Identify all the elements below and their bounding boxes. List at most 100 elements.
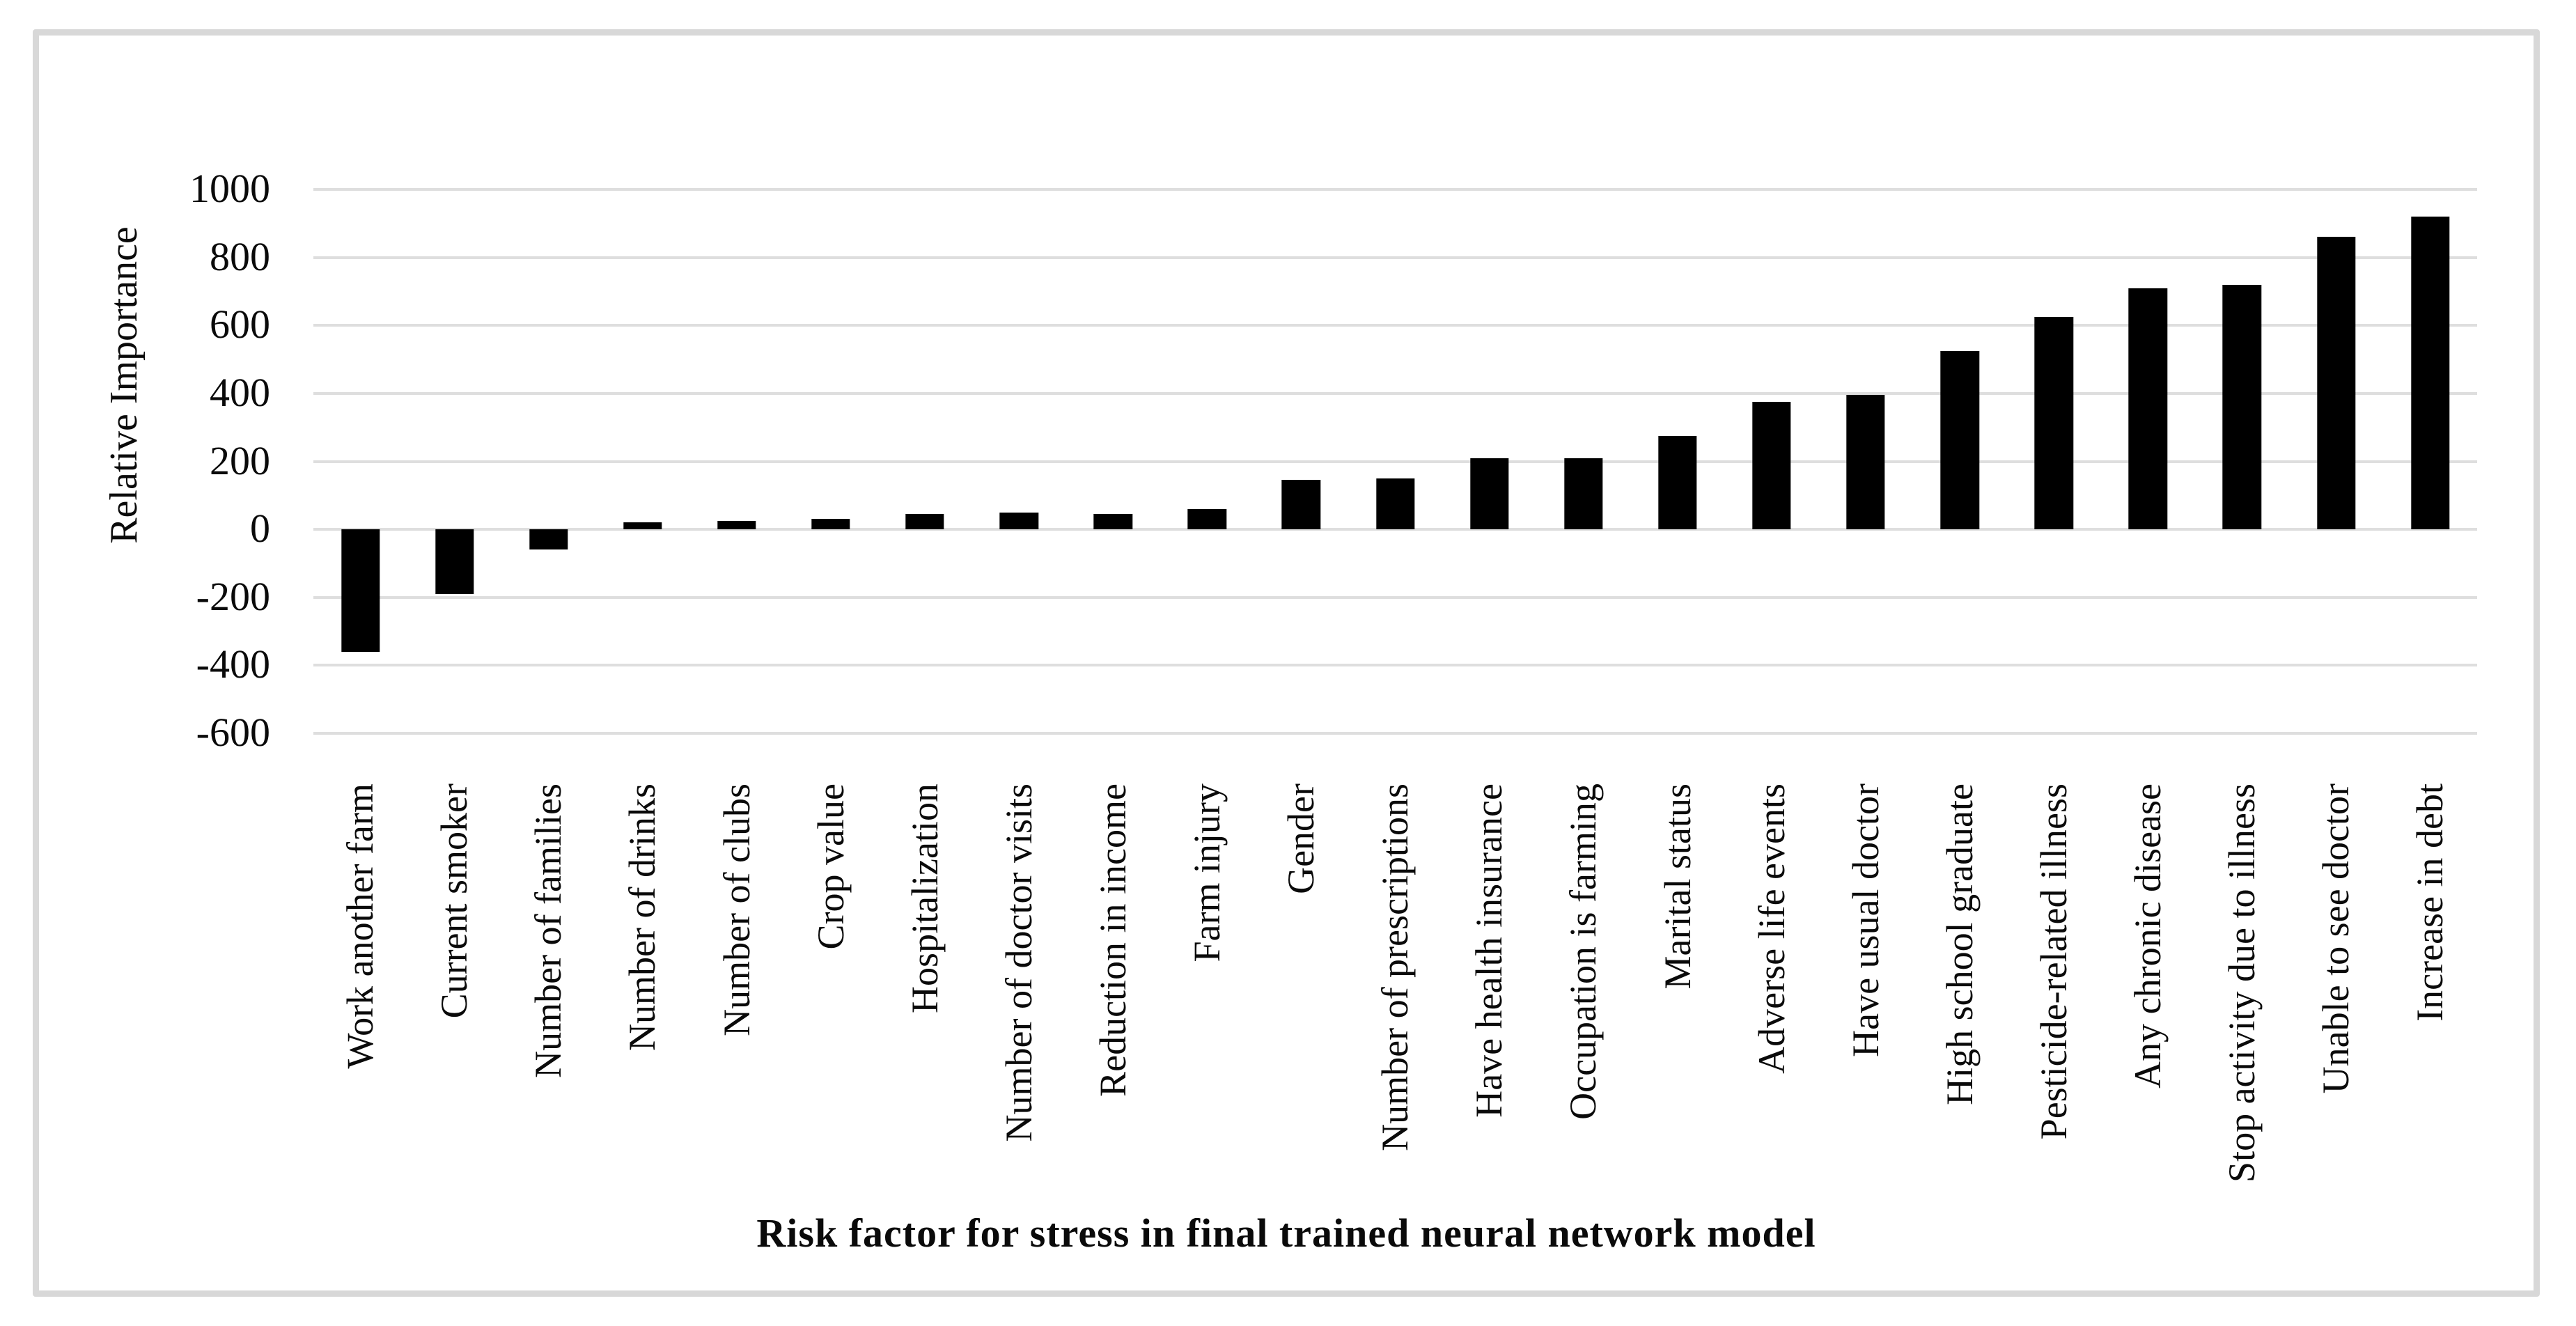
x-tick-cell: Reduction in income — [1066, 783, 1160, 1097]
x-tick-cell: Increase in debt — [2383, 783, 2477, 1022]
x-tick-cell: Have usual doctor — [1819, 783, 1913, 1057]
bar-column — [2101, 189, 2195, 733]
x-tick-cell: Number of drinks — [595, 783, 689, 1051]
x-tick-label: Work another farm — [339, 783, 382, 1069]
x-tick-cell: Current smoker — [407, 783, 501, 1018]
x-tick-cell: Work another farm — [313, 783, 407, 1068]
x-tick-label: Current smoker — [433, 783, 476, 1019]
bar-column — [783, 189, 877, 733]
y-tick-label: 0 — [250, 505, 270, 551]
bar-column — [1724, 189, 1818, 733]
bar — [2410, 217, 2450, 530]
bar — [717, 520, 756, 530]
bar-column — [313, 189, 407, 733]
bar-column — [1630, 189, 1724, 733]
gridline — [313, 391, 2477, 395]
bar — [811, 519, 850, 530]
x-tick-label: Number of families — [527, 783, 570, 1078]
bar — [1752, 402, 1791, 530]
x-tick-cell: Number of clubs — [689, 783, 783, 1036]
gridline — [313, 732, 2477, 735]
plot-area — [313, 188, 2477, 735]
x-tick-cell: High school graduate — [1913, 783, 2007, 1105]
x-tick-cell: Adverse life events — [1724, 783, 1818, 1074]
x-tick-cell: Crop value — [783, 783, 877, 949]
gridline — [313, 528, 2477, 531]
bar-column — [1819, 189, 1913, 733]
y-tick-label: 400 — [210, 369, 270, 415]
x-tick-cell: Unable to see doctor — [2289, 783, 2383, 1093]
bar-column — [501, 189, 595, 733]
x-tick-cell: Gender — [1254, 783, 1348, 894]
gridline — [313, 664, 2477, 667]
bar — [529, 529, 568, 550]
x-tick-label: Marital status — [1656, 783, 1699, 990]
x-tick-cell: Any chronic disease — [2101, 783, 2195, 1089]
gridlines — [313, 188, 2477, 735]
bar — [1846, 395, 1885, 530]
bar — [1281, 480, 1321, 530]
bar — [1375, 478, 1415, 530]
bar — [1564, 458, 1603, 530]
x-tick-cell: Marital status — [1630, 783, 1724, 989]
x-tick-cell: Occupation is farming — [1536, 783, 1630, 1120]
bar — [2128, 288, 2168, 530]
bar-column — [1536, 189, 1630, 733]
x-tick-label: Pesticide-related illness — [2032, 783, 2075, 1140]
gridline — [313, 595, 2477, 599]
x-tick-cell: Number of prescriptions — [1348, 783, 1442, 1151]
x-tick-label: Have health insurance — [1468, 783, 1511, 1118]
x-tick-cell: Number of doctor visits — [972, 783, 1066, 1141]
bars — [313, 189, 2477, 733]
x-tick-cell: Hospitalization — [878, 783, 972, 1013]
figure-border — [33, 29, 2540, 1297]
bar-column — [689, 189, 783, 733]
bar — [905, 514, 944, 530]
bar — [1658, 435, 1697, 530]
x-tick-label: Number of drinks — [621, 783, 664, 1051]
bar-column — [1442, 189, 1536, 733]
x-tick-label: High school graduate — [1938, 783, 1981, 1105]
y-axis-tick-labels: 1000 800 600 400 200 0 -200 -400 -600 — [104, 168, 270, 752]
bar — [2316, 237, 2356, 530]
bar — [1940, 350, 1979, 530]
x-tick-label: Farm injury — [1186, 783, 1228, 962]
x-tick-label: Stop activity due to illness — [2221, 783, 2263, 1183]
bar-column — [1160, 189, 1254, 733]
x-tick-label: Increase in debt — [2409, 783, 2451, 1022]
bar-column — [2007, 189, 2101, 733]
bar — [1187, 508, 1227, 530]
x-tick-label: Number of prescriptions — [1374, 783, 1416, 1151]
bar-column — [1066, 189, 1160, 733]
x-tick-label: Have usual doctor — [1844, 783, 1887, 1057]
bar-column — [1348, 189, 1442, 733]
x-tick-label: Number of doctor visits — [997, 783, 1040, 1142]
x-tick-cell: Pesticide-related illness — [2007, 783, 2101, 1139]
bar-column — [407, 189, 501, 733]
gridline — [313, 188, 2477, 191]
bar — [2222, 284, 2262, 530]
x-tick-cell: Have health insurance — [1442, 783, 1536, 1118]
x-axis-title: Risk factor for stress in final trained … — [756, 1210, 1816, 1256]
bar — [1469, 458, 1509, 530]
x-tick-label: Any chronic disease — [2126, 783, 2169, 1089]
y-tick-label: -200 — [196, 573, 270, 619]
x-axis-labels: Work another farm Current smoker Number of… — [313, 783, 2477, 1183]
x-tick-label: Crop value — [809, 783, 852, 950]
bar-column — [878, 189, 972, 733]
bar — [435, 529, 474, 594]
bar — [341, 529, 380, 652]
bar — [2034, 317, 2073, 530]
x-tick-label: Hospitalization — [903, 783, 946, 1013]
x-tick-label: Occupation is farming — [1562, 783, 1605, 1120]
x-tick-label: Unable to see doctor — [2315, 783, 2357, 1094]
x-tick-cell: Number of families — [501, 783, 595, 1078]
bar-column — [1254, 189, 1348, 733]
y-tick-label: 1000 — [189, 165, 270, 211]
bar — [1093, 514, 1132, 530]
y-tick-label: -600 — [196, 709, 270, 755]
bar-column — [1913, 189, 2007, 733]
x-tick-label: Gender — [1280, 783, 1322, 894]
gridline — [313, 324, 2477, 327]
x-tick-label: Number of clubs — [715, 783, 758, 1036]
